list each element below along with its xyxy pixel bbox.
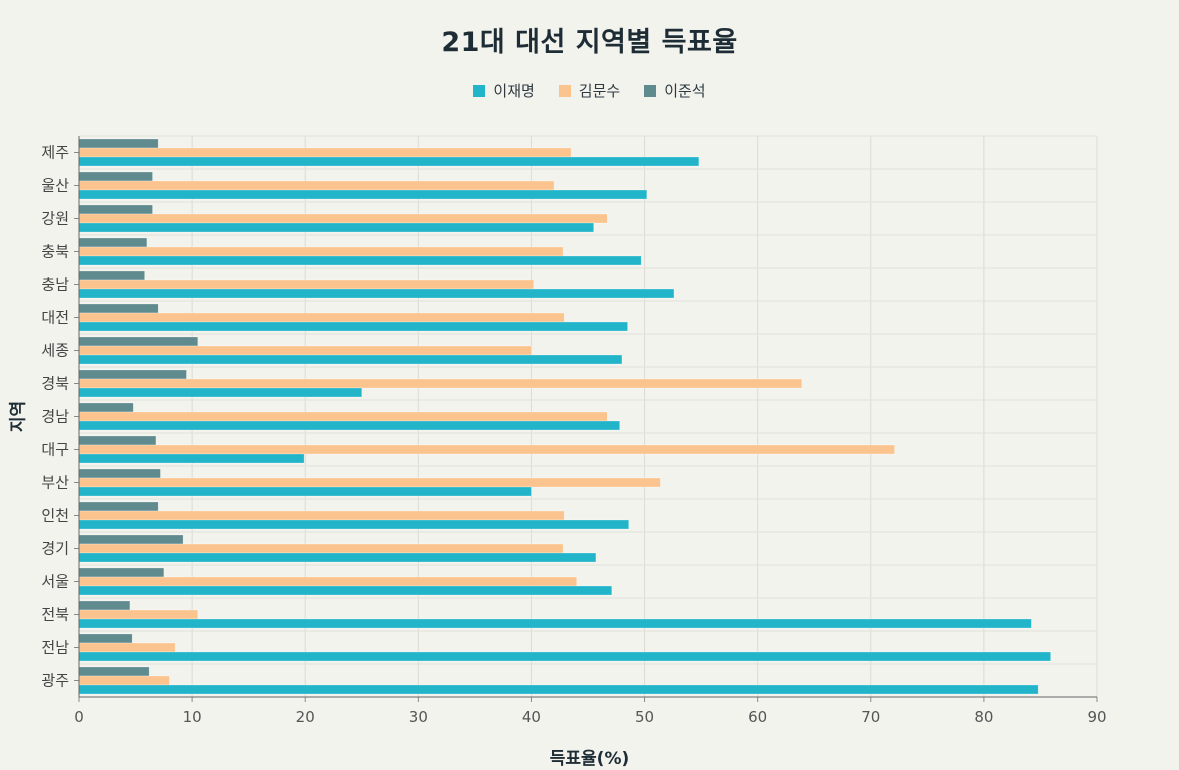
bar-0-9: [78, 453, 305, 464]
x-tick-label-3: 30: [409, 708, 428, 726]
bar-0-8: [78, 420, 620, 431]
bar-0-6: [78, 354, 623, 365]
bar-0-14: [78, 618, 1032, 629]
bar-0-5: [78, 321, 628, 332]
category-label-9: 대구: [41, 441, 69, 459]
bar-1-9: [78, 444, 895, 455]
category-label-1: 울산: [41, 177, 69, 195]
category-label-8: 경남: [41, 408, 69, 426]
bar-2-13: [78, 567, 165, 578]
legend-item-0[interactable]: 이재명: [473, 80, 535, 101]
x-tick-label-0: 0: [74, 708, 84, 726]
bar-2-12: [78, 534, 184, 545]
bar-2-16: [78, 666, 150, 677]
legend-swatch-2: [644, 84, 657, 97]
category-label-6: 세종: [41, 342, 69, 360]
category-label-2: 강원: [41, 210, 69, 228]
x-tick-label-1: 10: [183, 708, 202, 726]
bar-2-14: [78, 600, 131, 611]
bar-2-8: [78, 402, 134, 413]
bar-2-5: [78, 303, 159, 314]
category-label-16: 광주: [41, 672, 69, 690]
bar-1-1: [78, 180, 555, 191]
bar-1-3: [78, 246, 564, 257]
bar-0-10: [78, 486, 532, 497]
bar-1-15: [78, 642, 176, 653]
bar-1-10: [78, 477, 661, 488]
x-tick-label-2: 20: [296, 708, 315, 726]
bar-2-7: [78, 369, 187, 380]
bar-1-4: [78, 279, 534, 290]
legend-label-0: 이재명: [493, 82, 535, 100]
bar-0-16: [78, 684, 1039, 695]
category-label-0: 제주: [41, 144, 69, 162]
bar-1-5: [78, 312, 565, 323]
legend-swatch-0: [473, 84, 486, 97]
bar-0-3: [78, 255, 642, 266]
category-label-3: 충북: [41, 243, 69, 261]
bar-1-14: [78, 609, 199, 620]
bar-2-6: [78, 336, 199, 347]
bar-2-2: [78, 204, 153, 215]
x-tick-label-7: 70: [861, 708, 880, 726]
x-tick-label-4: 40: [522, 708, 541, 726]
bar-0-12: [78, 552, 597, 563]
bar-0-2: [78, 222, 594, 233]
bar-2-0: [78, 138, 159, 149]
category-label-12: 경기: [41, 540, 69, 558]
category-label-13: 서울: [41, 573, 69, 591]
bar-0-15: [78, 651, 1051, 662]
chart-title: 21대 대선 지역별 득표율: [441, 27, 738, 58]
x-tick-label-5: 50: [635, 708, 654, 726]
x-tick-label-6: 60: [748, 708, 767, 726]
category-label-4: 충남: [41, 276, 69, 294]
legend-swatch-1: [558, 84, 571, 97]
bar-0-4: [78, 288, 675, 299]
category-label-10: 부산: [41, 474, 69, 492]
bar-1-11: [78, 510, 565, 521]
bar-1-8: [78, 411, 608, 422]
bar-2-11: [78, 501, 159, 512]
legend-item-1[interactable]: 김문수: [558, 80, 621, 101]
legend-item-2[interactable]: 이준석: [644, 80, 706, 101]
bar-1-12: [78, 543, 564, 554]
legend: 이재명 김문수 이준석: [0, 80, 1179, 101]
bar-0-11: [78, 519, 629, 530]
bar-2-15: [78, 633, 133, 644]
bar-2-10: [78, 468, 161, 479]
bar-2-4: [78, 270, 145, 281]
x-tick-label-9: 90: [1087, 708, 1106, 726]
bar-1-6: [78, 345, 532, 356]
legend-label-1: 김문수: [578, 82, 621, 100]
category-label-11: 인천: [41, 507, 69, 525]
bar-1-16: [78, 675, 170, 686]
legend-label-2: 이준석: [664, 82, 706, 100]
bar-1-2: [78, 213, 608, 224]
bar-0-7: [78, 387, 363, 398]
y-axis-label: 지역: [8, 400, 29, 433]
bar-2-9: [78, 435, 157, 446]
category-label-7: 경북: [41, 375, 69, 393]
x-tick-label-8: 80: [974, 708, 993, 726]
bar-2-3: [78, 237, 148, 248]
category-label-15: 전남: [41, 639, 69, 657]
bar-2-1: [78, 171, 153, 182]
bar-0-13: [78, 585, 613, 596]
bar-1-13: [78, 576, 577, 587]
bar-1-7: [78, 378, 803, 389]
bar-0-1: [78, 189, 648, 200]
bar-1-0: [78, 147, 572, 158]
category-label-5: 대전: [41, 309, 69, 327]
category-label-14: 전북: [41, 606, 69, 624]
bar-0-0: [78, 156, 700, 167]
x-axis-label: 득표율(%): [549, 749, 630, 769]
